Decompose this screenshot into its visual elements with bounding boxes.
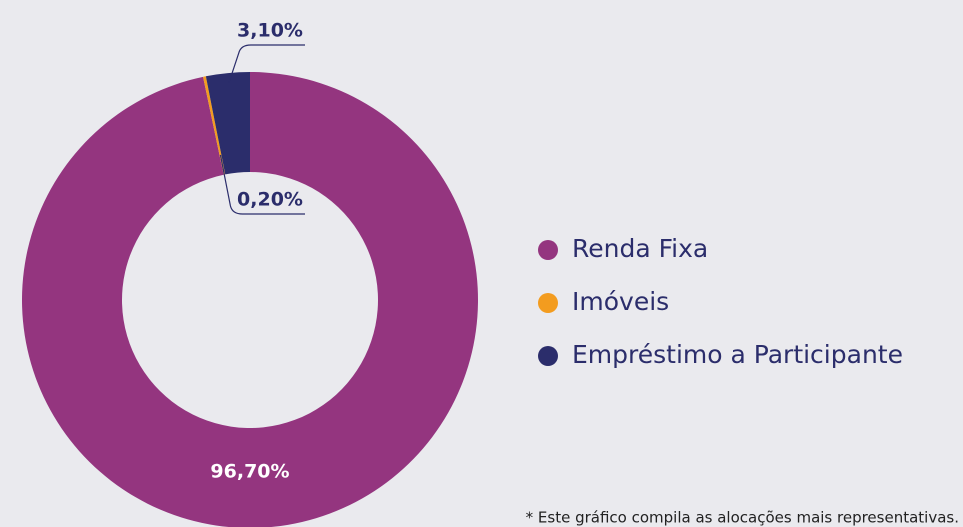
slice bbox=[205, 72, 250, 175]
footnote: * Este gráfico compila as alocações mais… bbox=[526, 509, 959, 527]
legend-dot bbox=[538, 346, 558, 366]
labels: 96,70% 0,20% 3,10% bbox=[210, 20, 305, 483]
value-label: 0,20% bbox=[237, 189, 303, 211]
slice bbox=[22, 72, 478, 527]
value-label: 3,10% bbox=[237, 20, 303, 42]
slices bbox=[22, 72, 478, 527]
legend-dot bbox=[538, 293, 558, 313]
leader-line bbox=[219, 154, 305, 215]
value-label: 96,70% bbox=[210, 461, 289, 483]
legend-label: Imóveis bbox=[572, 287, 669, 316]
leader-line bbox=[228, 44, 305, 84]
legend-label: Renda Fixa bbox=[572, 234, 708, 263]
legend-label: Empréstimo a Participante bbox=[572, 340, 903, 369]
slice bbox=[203, 76, 226, 175]
legend-dot bbox=[538, 240, 558, 260]
legend: Renda Fixa Imóveis Empréstimo a Participan… bbox=[538, 234, 903, 369]
